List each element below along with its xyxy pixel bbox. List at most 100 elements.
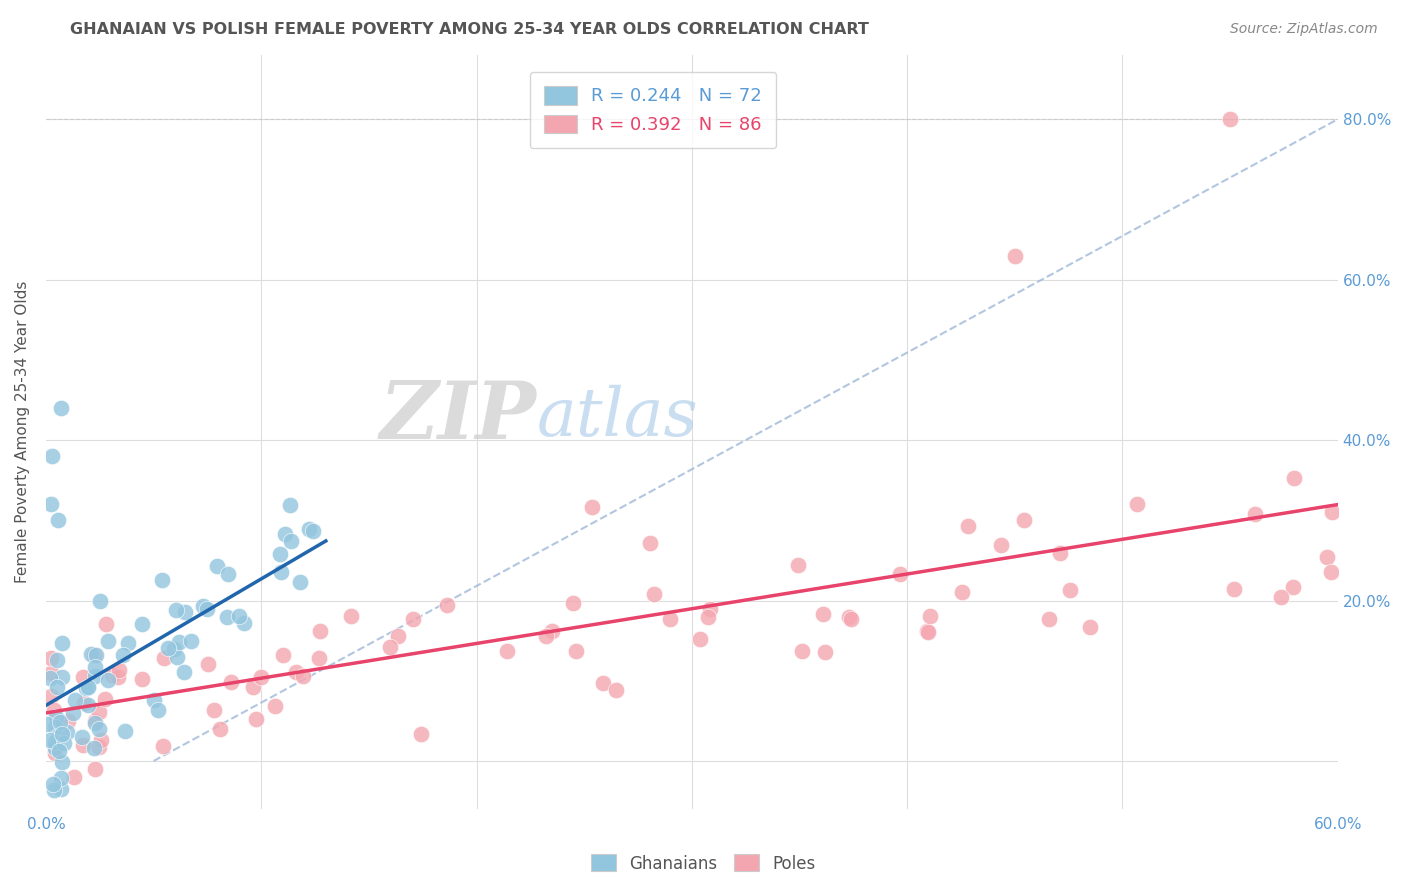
Point <box>990 538 1012 552</box>
Point <box>209 722 232 736</box>
Point <box>84 660 107 674</box>
Point <box>93 692 115 706</box>
Point <box>77 680 100 694</box>
Point <box>94 617 117 632</box>
Point <box>89 722 111 736</box>
Point <box>270 565 292 579</box>
Point <box>402 612 425 626</box>
Point <box>387 629 409 643</box>
Point <box>150 574 173 588</box>
Point <box>889 566 911 581</box>
Point <box>1243 507 1265 521</box>
Point <box>811 607 834 621</box>
Point <box>72 738 94 752</box>
Point <box>97 673 120 688</box>
Point <box>269 547 291 561</box>
Point <box>51 755 73 769</box>
Point <box>280 533 302 548</box>
Point <box>51 782 73 797</box>
Point <box>1282 470 1305 484</box>
Point <box>90 732 112 747</box>
Point <box>242 680 264 694</box>
Point <box>221 675 243 690</box>
Point <box>308 651 330 665</box>
Point <box>97 634 120 648</box>
Point <box>44 721 66 735</box>
Text: atlas: atlas <box>537 384 699 450</box>
Point <box>84 715 107 730</box>
Point <box>1270 590 1292 604</box>
Point <box>1282 580 1305 594</box>
Point <box>1049 546 1071 560</box>
Point <box>148 704 170 718</box>
Point <box>42 777 65 791</box>
Point <box>163 641 186 656</box>
Point <box>46 513 69 527</box>
Point <box>290 575 312 590</box>
Point <box>643 587 665 601</box>
Point <box>561 596 583 610</box>
Point <box>1004 249 1026 263</box>
Point <box>38 671 60 685</box>
Point <box>173 665 195 680</box>
Point <box>51 727 73 741</box>
Point <box>302 524 325 538</box>
Point <box>46 653 69 667</box>
Point <box>39 650 62 665</box>
Point <box>49 771 72 785</box>
Point <box>49 401 72 415</box>
Point <box>197 657 219 671</box>
Point <box>87 705 110 719</box>
Point <box>1059 583 1081 598</box>
Point <box>233 615 256 630</box>
Point <box>436 598 458 612</box>
Point <box>309 624 332 638</box>
Point <box>180 634 202 648</box>
Point <box>166 649 188 664</box>
Point <box>131 673 153 687</box>
Point <box>83 714 105 728</box>
Point <box>152 650 174 665</box>
Point <box>80 647 103 661</box>
Point <box>918 609 941 624</box>
Point <box>689 632 711 646</box>
Point <box>592 676 614 690</box>
Point <box>917 625 939 640</box>
Point <box>581 500 603 514</box>
Point <box>37 717 59 731</box>
Point <box>699 602 721 616</box>
Point <box>541 624 564 638</box>
Point <box>39 497 62 511</box>
Point <box>565 644 588 658</box>
Point <box>62 706 84 721</box>
Point <box>496 644 519 658</box>
Point <box>197 601 219 615</box>
Text: Source: ZipAtlas.com: Source: ZipAtlas.com <box>1230 22 1378 37</box>
Point <box>165 602 187 616</box>
Point <box>638 536 661 550</box>
Point <box>217 610 239 624</box>
Legend: R = 0.244   N = 72, R = 0.392   N = 86: R = 0.244 N = 72, R = 0.392 N = 86 <box>530 71 776 148</box>
Point <box>48 744 70 758</box>
Point <box>218 567 240 582</box>
Point <box>44 735 66 749</box>
Point <box>202 703 225 717</box>
Point <box>41 449 63 463</box>
Point <box>193 599 215 614</box>
Point <box>1219 112 1241 127</box>
Point <box>285 665 308 680</box>
Point <box>814 645 837 659</box>
Point <box>76 681 98 695</box>
Point <box>48 714 70 729</box>
Point <box>250 669 273 683</box>
Point <box>44 741 66 756</box>
Point <box>77 680 100 694</box>
Point <box>271 648 294 662</box>
Point <box>83 741 105 756</box>
Point <box>53 736 76 750</box>
Point <box>1125 497 1147 511</box>
Point <box>786 558 808 573</box>
Point <box>108 663 131 677</box>
Point <box>340 608 363 623</box>
Point <box>51 636 73 650</box>
